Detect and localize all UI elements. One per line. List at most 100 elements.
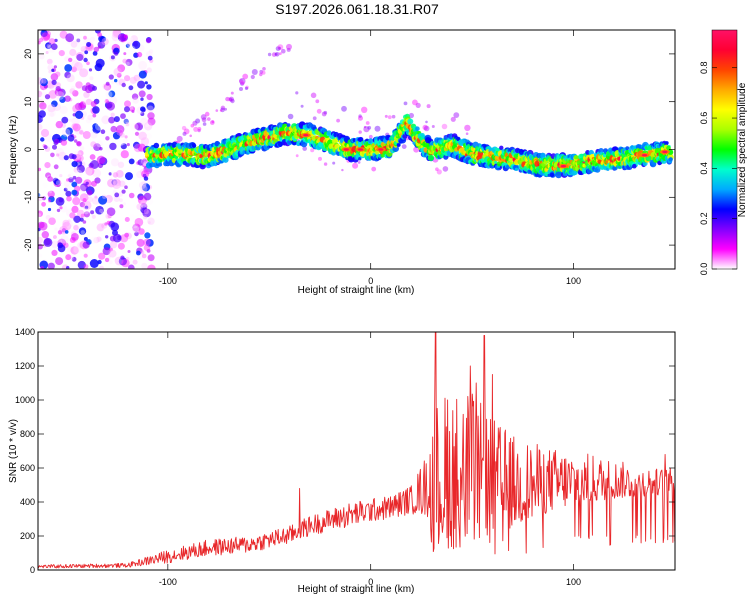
noise-blob xyxy=(65,127,73,135)
noise-blob xyxy=(41,30,45,33)
noise-blob xyxy=(120,113,126,119)
noise-blob xyxy=(51,79,57,85)
noise-blob xyxy=(96,223,105,232)
noise-blob xyxy=(93,143,101,152)
ridge-hotspot-core xyxy=(560,165,567,168)
x-tick-label: 0 xyxy=(368,276,373,286)
noise-blob xyxy=(90,131,98,139)
noise-blob xyxy=(113,67,122,77)
noise-blob xyxy=(136,238,145,247)
noise-blob xyxy=(89,36,96,42)
noise-blob xyxy=(68,57,73,63)
noise-blob xyxy=(47,108,56,118)
ridge-blob xyxy=(191,143,196,148)
ridge-hotspot-core xyxy=(343,148,349,151)
sidelobe-blob xyxy=(189,134,192,138)
noise-blob xyxy=(130,35,138,43)
noise-blob xyxy=(109,247,113,252)
snr-xlabel: Height of straight line (km) xyxy=(298,584,415,595)
y-tick-label: 600 xyxy=(20,463,35,473)
noise-blob xyxy=(60,235,69,244)
noise-blob xyxy=(143,215,148,220)
noise-blob xyxy=(124,106,130,113)
y-tick-label: 10 xyxy=(23,97,33,107)
noise-blob xyxy=(69,88,76,95)
sidelobe-blob xyxy=(374,125,381,132)
noise-blob xyxy=(38,193,41,197)
noise-blob xyxy=(137,80,146,89)
noise-blob xyxy=(71,154,77,160)
colorbar-tick-label: 0.4 xyxy=(699,162,709,175)
sidelobe-blob xyxy=(197,126,202,131)
noise-blob xyxy=(49,112,55,117)
noise-blob xyxy=(71,205,79,213)
noise-blob xyxy=(123,34,128,39)
noise-blob xyxy=(87,196,94,203)
noise-blob xyxy=(93,237,100,244)
noise-blob xyxy=(83,57,88,63)
noise-blob xyxy=(112,172,119,178)
noise-blob xyxy=(125,58,133,66)
noise-blob xyxy=(78,227,87,235)
noise-blob xyxy=(55,147,65,157)
noise-blob xyxy=(38,210,43,217)
noise-blob xyxy=(132,223,138,229)
noise-blob xyxy=(89,76,94,81)
noise-blob xyxy=(42,182,48,188)
noise-blob xyxy=(85,98,92,105)
noise-blob xyxy=(128,264,135,269)
noise-blob xyxy=(127,45,136,55)
noise-blob xyxy=(52,144,57,150)
sidelobe-blob xyxy=(176,135,183,142)
noise-blob xyxy=(140,185,148,193)
noise-blob xyxy=(121,82,126,88)
sidelobe-blob xyxy=(211,120,215,124)
noise-blob xyxy=(73,224,79,231)
noise-blob xyxy=(41,78,47,84)
noise-blob xyxy=(143,238,151,246)
noise-blob xyxy=(105,213,111,219)
noise-blob xyxy=(123,202,126,206)
sidelobe-blob xyxy=(423,125,430,132)
noise-blob xyxy=(40,94,45,98)
noise-blob xyxy=(38,195,44,202)
noise-blob xyxy=(54,179,60,186)
noise-blob xyxy=(138,60,148,70)
noise-blob xyxy=(129,76,137,84)
noise-blob xyxy=(126,61,130,66)
noise-blob xyxy=(92,106,100,114)
noise-blob xyxy=(132,226,140,234)
noise-blob xyxy=(82,200,92,210)
noise-blob xyxy=(113,195,121,202)
noise-blob xyxy=(71,123,79,130)
noise-blob xyxy=(65,220,73,228)
sidelobe-blob xyxy=(426,104,431,109)
noise-blob xyxy=(143,122,153,131)
noise-blob xyxy=(112,177,121,187)
noise-blob xyxy=(66,178,70,182)
noise-blob xyxy=(134,131,140,136)
noise-blob xyxy=(147,55,153,61)
sidelobe-blob xyxy=(387,115,392,120)
noise-blob xyxy=(61,116,69,124)
y-tick-label: 20 xyxy=(23,49,33,59)
noise-blob xyxy=(48,217,56,225)
noise-blob xyxy=(95,205,104,215)
sidelobe-blob xyxy=(302,146,308,151)
noise-blob xyxy=(71,233,79,241)
noise-blob xyxy=(132,223,141,232)
noise-blob xyxy=(128,158,135,165)
sidelobe-blob xyxy=(413,146,420,153)
noise-blob xyxy=(38,253,43,258)
noise-blob xyxy=(71,189,78,196)
noise-blob xyxy=(98,35,105,42)
ridge-blob xyxy=(368,138,374,144)
sidelobe-blob xyxy=(363,125,367,129)
noise-blob xyxy=(76,42,85,51)
noise-blob xyxy=(105,235,109,239)
x-tick-label: -100 xyxy=(159,577,177,587)
y-tick-label: -10 xyxy=(23,191,33,204)
noise-blob xyxy=(131,205,137,211)
noise-blob xyxy=(104,85,111,93)
sidelobe-blob xyxy=(357,161,361,164)
